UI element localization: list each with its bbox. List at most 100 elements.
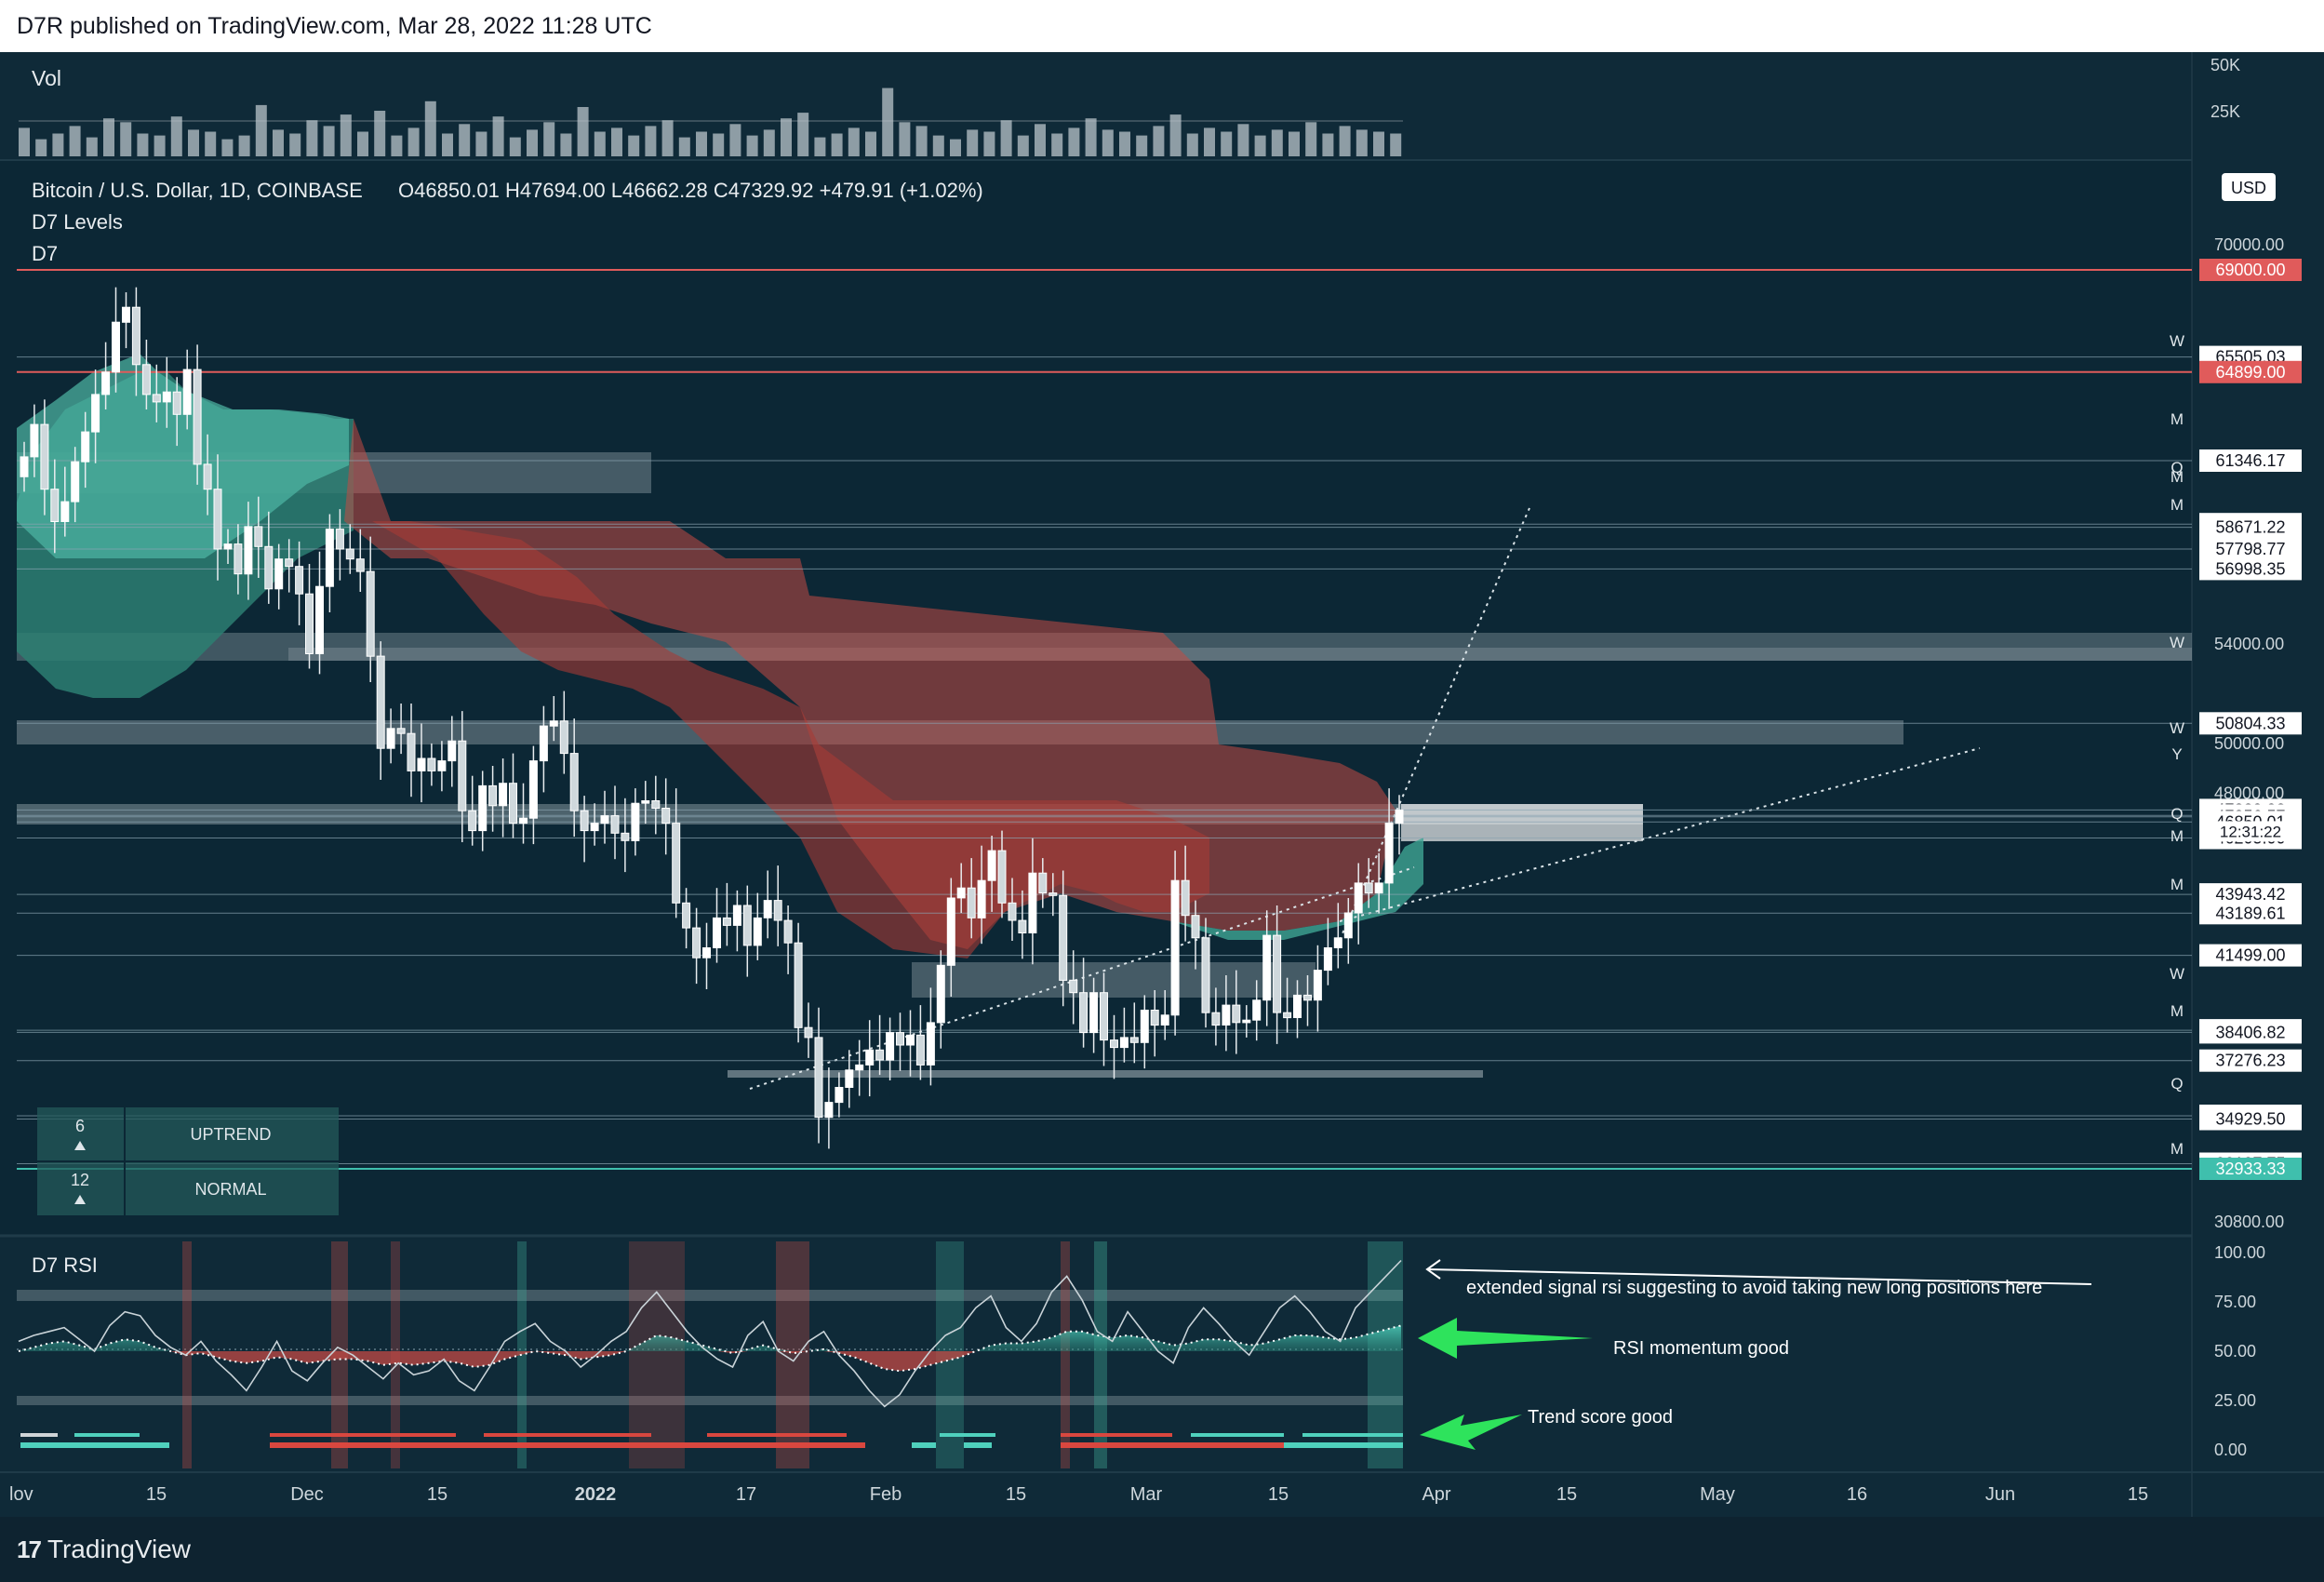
candle bbox=[1232, 970, 1241, 1054]
candle bbox=[447, 716, 457, 787]
currency-badge[interactable] bbox=[2222, 173, 2276, 201]
candle bbox=[71, 447, 80, 523]
candle bbox=[1364, 858, 1373, 908]
price-tick: 70000.00 bbox=[2214, 235, 2284, 254]
candle bbox=[610, 785, 620, 860]
green-cloud-light bbox=[17, 354, 349, 558]
level-mark: Y bbox=[2171, 745, 2182, 763]
indicator-d7-levels[interactable]: D7 Levels bbox=[32, 210, 123, 234]
rsi-lower-band bbox=[17, 1396, 1403, 1405]
volume-bar bbox=[1204, 127, 1215, 156]
candle bbox=[956, 863, 966, 913]
volume-bar bbox=[1339, 126, 1351, 156]
rsi-tick: 50.00 bbox=[2214, 1342, 2256, 1361]
level-label: 64899.00 bbox=[2215, 363, 2285, 382]
symbol-legend[interactable]: Bitcoin / U.S. Dollar, 1D, COINBASE bbox=[32, 179, 363, 202]
zone-35k bbox=[728, 1070, 1483, 1078]
candle bbox=[1110, 1014, 1118, 1079]
zone-38k bbox=[912, 962, 1316, 998]
volume-bar bbox=[205, 131, 217, 156]
candle bbox=[427, 743, 436, 786]
volume-bar bbox=[628, 135, 640, 156]
volume-bar bbox=[577, 107, 589, 156]
volume-bar bbox=[543, 122, 555, 156]
candle bbox=[1293, 980, 1302, 1039]
level-label: 38406.82 bbox=[2215, 1023, 2285, 1041]
candle bbox=[753, 892, 762, 960]
price-tick: 30800.00 bbox=[2214, 1213, 2284, 1231]
level-label: 57798.77 bbox=[2215, 540, 2285, 558]
candle bbox=[1323, 918, 1332, 985]
candle bbox=[1313, 945, 1322, 1032]
candle bbox=[1201, 918, 1210, 1028]
volume-bar bbox=[154, 135, 166, 156]
volume-bar bbox=[678, 137, 690, 156]
volume-bar bbox=[1153, 126, 1165, 156]
candles bbox=[20, 287, 1404, 1149]
candle bbox=[509, 753, 517, 838]
candle bbox=[274, 543, 284, 610]
time-tick: Mar bbox=[1130, 1484, 1163, 1505]
candle bbox=[345, 524, 354, 574]
candle bbox=[396, 704, 406, 755]
candle bbox=[468, 775, 477, 846]
volume-bar bbox=[1186, 133, 1198, 156]
volume-bar bbox=[814, 137, 826, 156]
candle bbox=[81, 411, 90, 489]
horizontal-levels bbox=[17, 269, 2192, 1170]
rsi-tick: 25.00 bbox=[2214, 1391, 2256, 1410]
candle bbox=[967, 858, 976, 939]
volume-bar bbox=[1035, 124, 1046, 156]
volume-bar bbox=[289, 133, 301, 156]
volume-bar bbox=[1136, 135, 1148, 156]
candle bbox=[773, 865, 782, 946]
candle bbox=[814, 1007, 823, 1144]
candle bbox=[569, 718, 579, 838]
time-tick: 17 bbox=[736, 1484, 756, 1505]
candle bbox=[1089, 977, 1099, 1053]
volume-legend[interactable]: Vol bbox=[32, 66, 61, 90]
volume-bar bbox=[882, 87, 894, 156]
volume-bar bbox=[865, 131, 876, 156]
rsi-axis-labels: 100.00 75.00 50.00 25.00 0.00 bbox=[2214, 1243, 2265, 1459]
volume-bar bbox=[103, 118, 114, 156]
level-mark: Q bbox=[2170, 1075, 2183, 1093]
volume-bar bbox=[899, 122, 911, 156]
volume-tick: 50K bbox=[2210, 56, 2240, 74]
volume-bar bbox=[1305, 122, 1317, 156]
indicator-d7[interactable]: D7 bbox=[32, 242, 58, 265]
volume-bar bbox=[221, 139, 234, 156]
volume-bar bbox=[1237, 124, 1249, 156]
volume-bar bbox=[797, 113, 809, 156]
level-label-bg bbox=[2199, 449, 2302, 472]
volume-bar bbox=[950, 139, 961, 156]
volume-bar bbox=[746, 135, 758, 156]
currency-label[interactable]: USD bbox=[2231, 179, 2266, 197]
candle bbox=[713, 888, 721, 963]
candle bbox=[896, 1012, 904, 1071]
candle bbox=[1079, 958, 1089, 1048]
volume-bar bbox=[459, 124, 471, 156]
tradingview-logo[interactable]: 17 TradingView bbox=[17, 1531, 191, 1568]
candle bbox=[1303, 975, 1312, 1026]
level-label-bg bbox=[2199, 259, 2302, 281]
candle bbox=[519, 783, 528, 844]
volume-bar bbox=[509, 137, 521, 156]
up-triangle-icon bbox=[74, 1195, 86, 1204]
level-label: 32933.33 bbox=[2215, 1160, 2285, 1178]
candle bbox=[539, 705, 548, 793]
rsi-legend[interactable]: D7 RSI bbox=[32, 1254, 98, 1277]
volume-bar bbox=[1221, 131, 1233, 156]
status-label-1: UPTREND bbox=[190, 1125, 271, 1144]
time-tick: 15 bbox=[1006, 1484, 1026, 1505]
publish-text: D7R published on TradingView.com, Mar 28… bbox=[17, 13, 652, 39]
candle bbox=[672, 788, 681, 918]
candle bbox=[335, 509, 344, 581]
candle bbox=[295, 541, 304, 625]
level-label: 56998.35 bbox=[2215, 559, 2285, 578]
volume-bar bbox=[35, 139, 47, 156]
volume-bar bbox=[1051, 133, 1063, 156]
volume-bar bbox=[273, 129, 284, 156]
candle bbox=[407, 704, 416, 798]
